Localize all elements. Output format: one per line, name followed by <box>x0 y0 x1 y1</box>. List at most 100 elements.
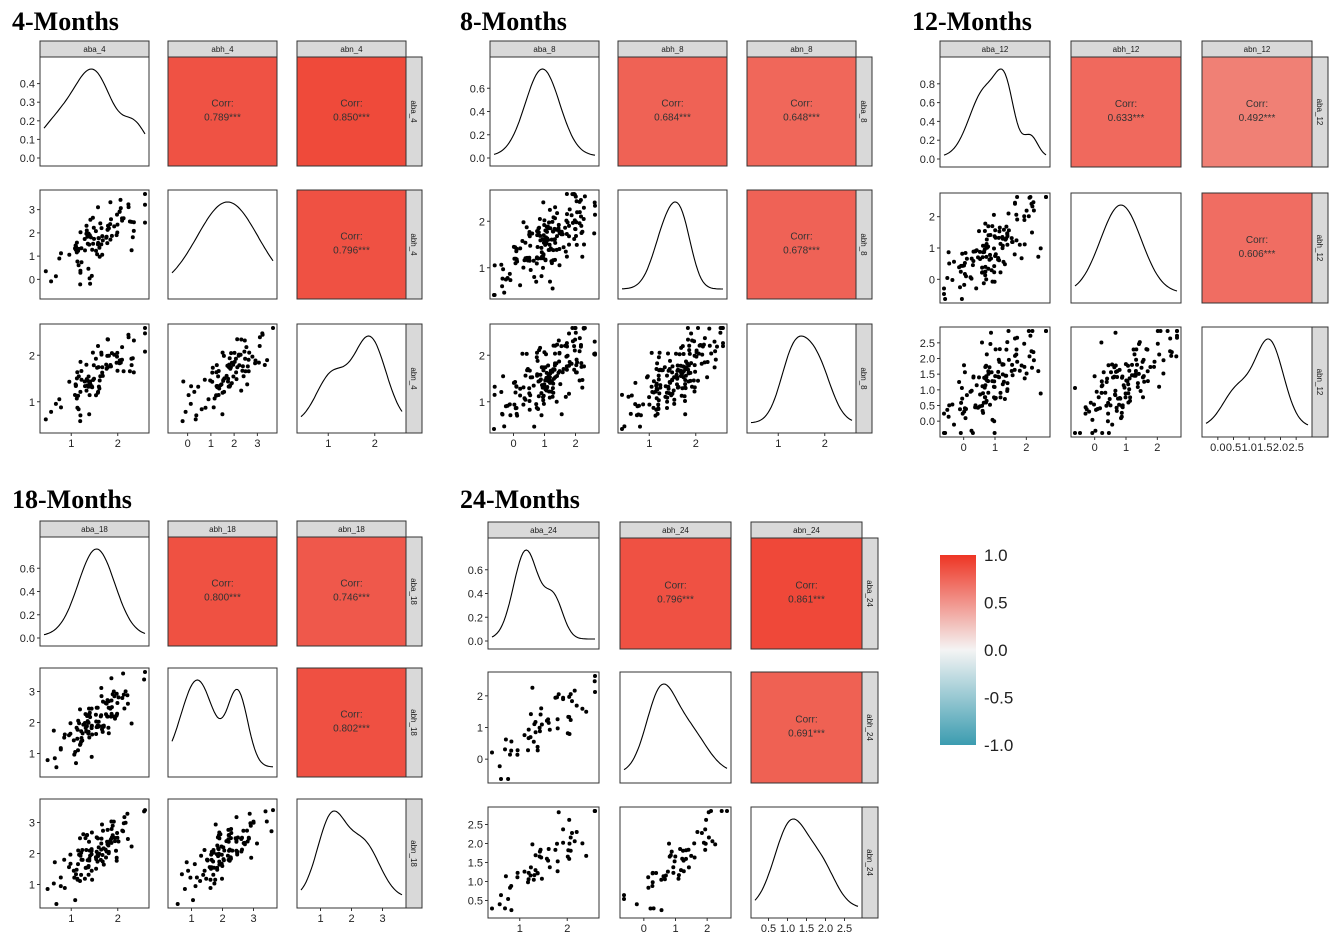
scatter-point <box>1110 362 1115 367</box>
scatter-point <box>85 858 90 863</box>
scatter-point <box>546 858 551 863</box>
scatter-point <box>62 886 67 890</box>
panel-title: 8-Months <box>460 7 567 36</box>
x-tick-label: 0 <box>1092 442 1098 454</box>
scatter-point <box>90 215 95 220</box>
corr-value: 0.850*** <box>333 113 370 124</box>
x-tick-label: 1 <box>517 923 523 935</box>
scatter-point <box>992 246 996 251</box>
scatter-point <box>96 719 101 724</box>
scatter-point <box>78 707 82 712</box>
scatter-point <box>528 268 533 272</box>
scatter-point <box>524 225 529 230</box>
scatter-point <box>712 365 717 370</box>
corr-value: 0.796*** <box>657 595 694 606</box>
density-frame <box>167 667 278 778</box>
scatter-point <box>992 431 997 435</box>
scatter-point <box>556 370 561 375</box>
scatter-point <box>543 387 548 392</box>
scatter-point <box>1114 405 1119 410</box>
matrix-cell <box>167 189 278 300</box>
column-strip-label: aba_12 <box>982 45 1009 54</box>
scatter-point <box>118 197 123 202</box>
row-strip-label: aba_12 <box>1315 99 1324 126</box>
scatter-point <box>127 369 132 374</box>
scatter-point <box>622 424 627 429</box>
scatter-point <box>1092 374 1097 379</box>
scatter-point <box>220 876 224 881</box>
scatter-point <box>540 383 544 388</box>
scatter-point <box>982 247 987 252</box>
scatter-point <box>546 717 551 722</box>
scatter-point <box>80 738 85 743</box>
scatter-point <box>556 338 561 343</box>
scatter-point <box>1122 385 1127 390</box>
scatter-point <box>638 424 642 429</box>
scatter-point <box>984 277 989 282</box>
correlation-tile <box>746 56 857 167</box>
scatter-point <box>574 242 579 247</box>
scatter-point <box>502 290 507 295</box>
scatter-point <box>114 713 119 718</box>
x-tick-label: 2 <box>115 438 121 450</box>
scatter-point <box>501 374 506 379</box>
scatter-point <box>633 380 638 385</box>
scatter-point <box>540 254 544 259</box>
corr-label: Corr: <box>340 579 362 590</box>
scatter-point <box>988 252 992 257</box>
scatter-point <box>93 229 98 234</box>
scatter-point <box>1084 407 1089 412</box>
scatter-point <box>987 365 992 370</box>
scatter-point <box>220 350 225 355</box>
scatter-point <box>78 230 83 235</box>
scatter-point <box>54 765 59 770</box>
scatter-point <box>1132 352 1137 357</box>
scatter-point <box>229 360 234 365</box>
scatter-point <box>221 845 226 850</box>
scatter-point <box>216 854 221 859</box>
scatter-point <box>546 248 551 252</box>
scatter-point <box>981 281 986 286</box>
scatter-point <box>78 389 83 394</box>
scatter-point <box>692 363 697 368</box>
scatter-point <box>228 836 233 841</box>
scatter-point <box>213 877 218 882</box>
correlation-tile <box>750 537 863 650</box>
matrix-cell <box>39 798 150 909</box>
scatter-point <box>129 248 134 253</box>
scatter-point <box>648 906 653 911</box>
scatter-point <box>99 686 104 690</box>
scatter-point <box>706 835 711 840</box>
density-frame <box>619 671 732 784</box>
correlation-tile <box>167 536 278 647</box>
scatter-point <box>131 228 136 233</box>
scatter-point <box>77 721 82 726</box>
scatter-point <box>681 352 686 356</box>
scatter-point <box>1004 347 1009 352</box>
scatter-point <box>527 232 532 237</box>
scatter-point <box>527 386 532 391</box>
matrix-panel-2: 8-Months aba_8 abh_8 abn_8 aba_8 abh_8 abn_8 Co… <box>460 7 873 450</box>
scatter-point <box>94 705 99 710</box>
y-tick-label: 2 <box>477 691 483 703</box>
scatter-point <box>67 865 71 870</box>
scatter-point <box>986 224 991 229</box>
scatter-point <box>98 221 103 226</box>
scatter-point <box>81 832 86 837</box>
density-curve <box>750 335 853 424</box>
scatter-point <box>572 839 577 844</box>
scatter-point <box>100 234 105 239</box>
scatter-point <box>1127 376 1132 381</box>
scatter-point <box>574 830 579 834</box>
x-tick-label: 1 <box>992 442 998 454</box>
scatter-point <box>93 356 98 361</box>
scatter-point <box>582 194 587 199</box>
scatter-point <box>647 395 652 400</box>
scatter-point <box>675 363 680 368</box>
scatter-point <box>988 342 993 346</box>
scatter-point <box>220 864 225 868</box>
scatter-point <box>539 413 544 418</box>
correlation-tile <box>746 189 857 300</box>
column-strip-label: abh_4 <box>211 45 234 54</box>
